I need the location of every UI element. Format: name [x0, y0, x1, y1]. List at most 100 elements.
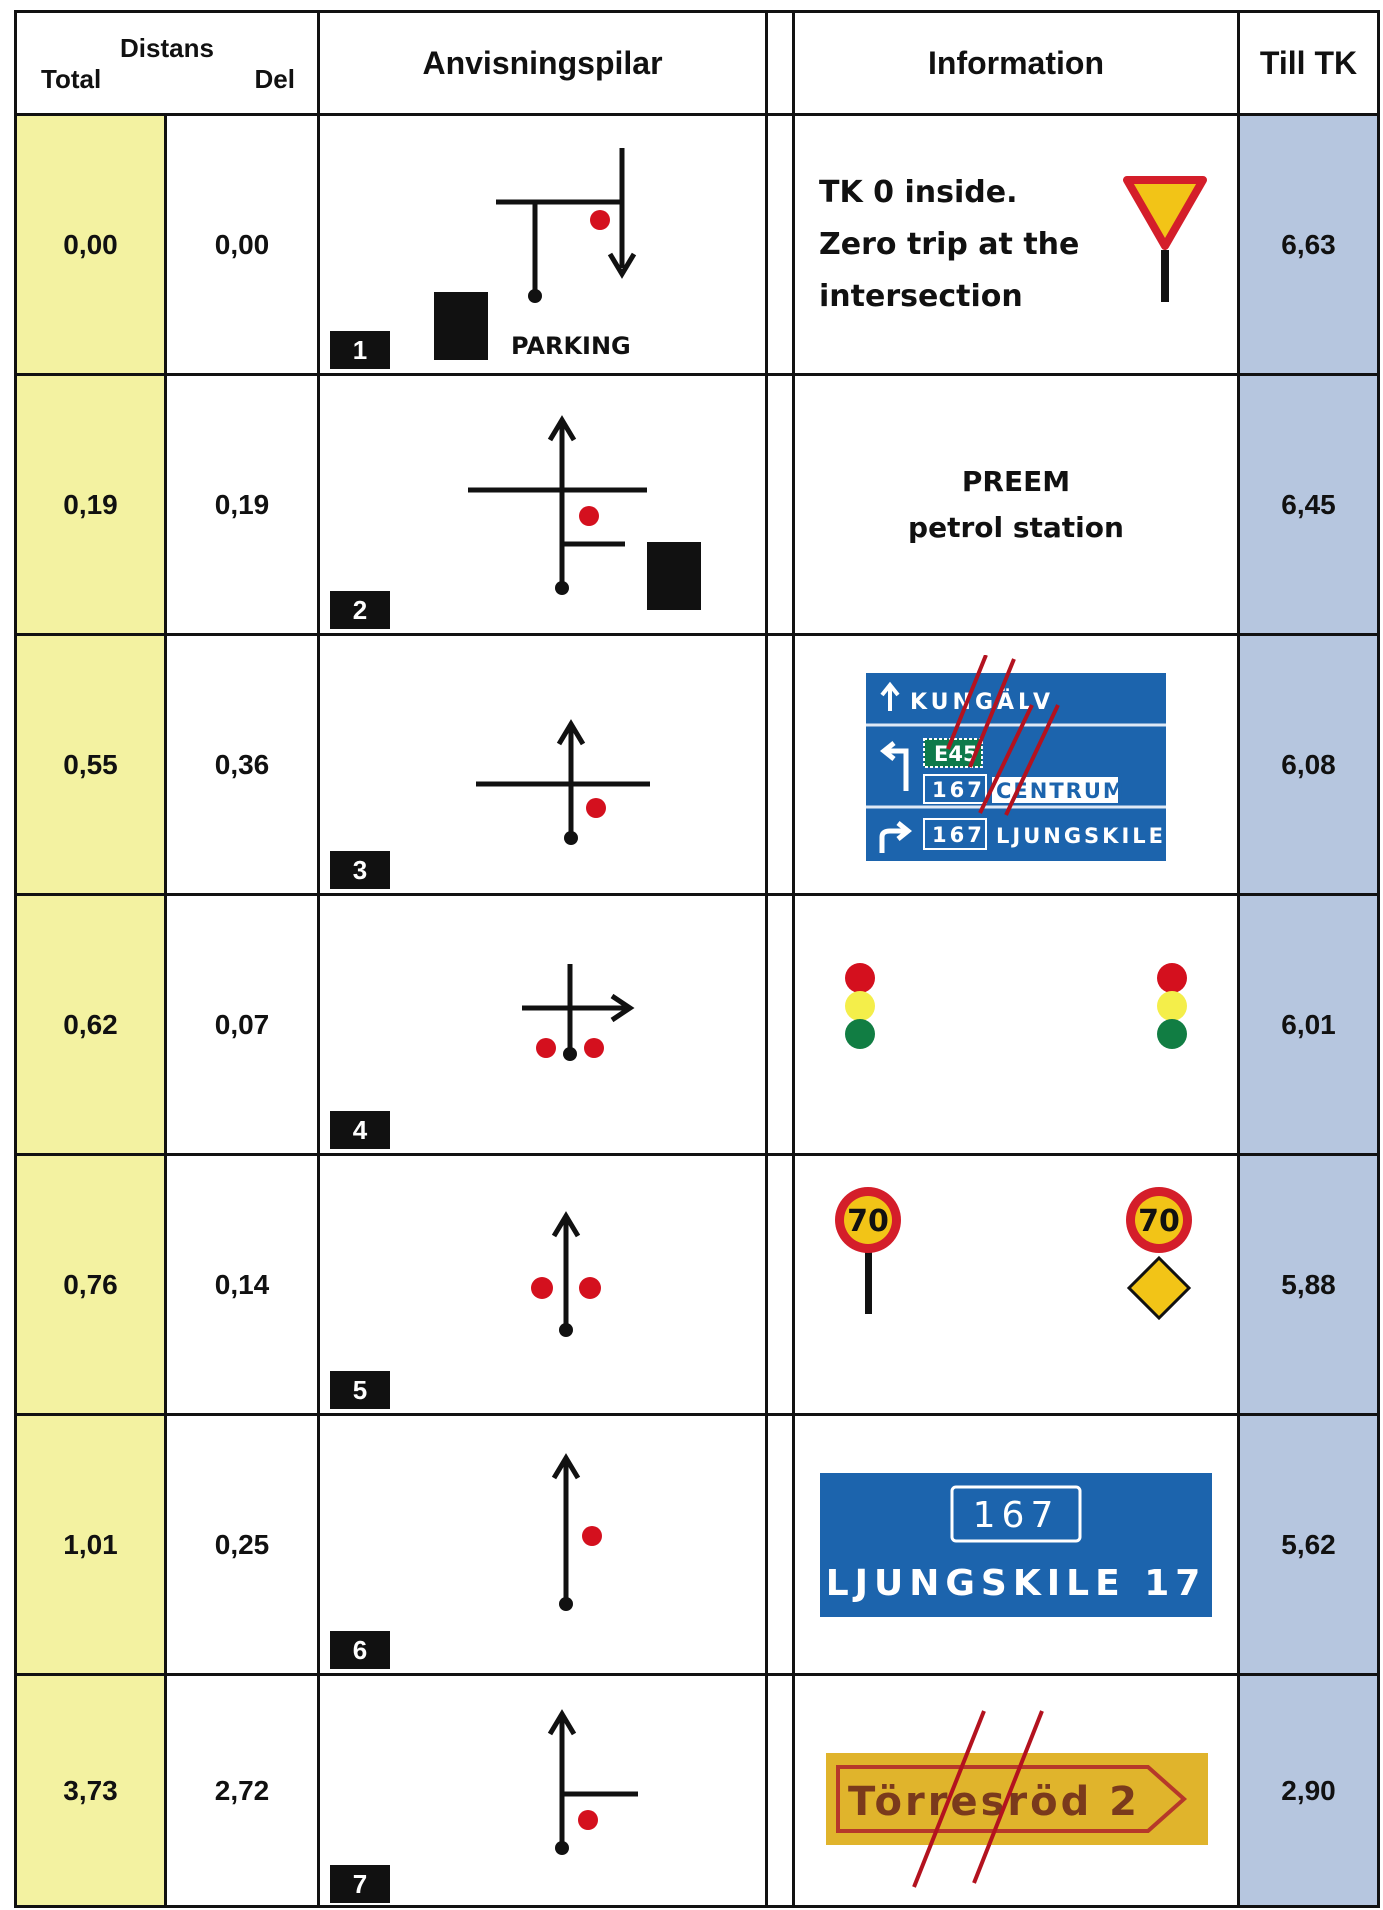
header-distans-label: Distans: [120, 33, 214, 63]
distance-to-tk: 5,88: [1240, 1156, 1377, 1413]
info-cell: TK 0 inside. Zero trip at the intersecti…: [795, 116, 1237, 373]
sign-torresrod: Törresröd 2: [826, 1709, 1208, 1888]
step-number-cell: 1: [320, 116, 394, 373]
table-row: 0,76 0,14 5 70: [17, 1156, 1377, 1413]
info-line: TK 0 inside.: [819, 174, 1018, 210]
sign-ljungskile: LJUNGSKILE: [996, 824, 1166, 848]
tulip-diagram-3: [476, 719, 650, 845]
step-number: 1: [330, 331, 390, 369]
table-row: 0,62 0,07 4 6,01: [17, 896, 1377, 1153]
segment-distance: 0,00: [214, 228, 270, 260]
speed-limit-value: 70: [1138, 1204, 1180, 1239]
header-distans: Distans Total Del: [17, 13, 317, 113]
speed-limit-value: 70: [847, 1204, 889, 1239]
header-anvisningspilar: Anvisningspilar: [422, 44, 663, 81]
segment-distance: 0,19: [214, 488, 270, 520]
step-number-cell: 2: [320, 376, 394, 633]
speed-limit-sign-icon: 70: [835, 1187, 901, 1314]
total-distance: 0,55: [17, 636, 164, 893]
row-divider: [17, 1153, 1377, 1156]
row-divider: [17, 1673, 1377, 1676]
table-row: 0,55 0,36 3 KUNGÄLV E45: [17, 636, 1377, 893]
direction-diagram: [394, 376, 765, 633]
tulip-diagram-6: [551, 1453, 602, 1611]
sign-167: 167: [932, 778, 985, 802]
segment-distance: 0,07: [214, 1008, 270, 1040]
table-row: 0,19 0,19 2 PREEM petrol station 6,45: [17, 376, 1377, 633]
step-number: 5: [330, 1371, 390, 1409]
step-number: 2: [330, 591, 390, 629]
distance-to-tk: 6,08: [1240, 636, 1377, 893]
total-distance: 0,76: [17, 1156, 164, 1413]
traffic-lights-icon: [845, 963, 1187, 1049]
total-distance: 0,19: [17, 376, 164, 633]
column-divider: [792, 13, 795, 1905]
direction-sign-kungalv: KUNGÄLV E45 167 CENTRUM 167 LJUNGSKILE: [866, 654, 1166, 861]
distance-to-tk: 5,62: [1240, 1416, 1377, 1673]
info-cell: [795, 896, 1237, 1153]
distance-to-tk: 6,45: [1240, 376, 1377, 633]
tulip-diagram-4: [522, 964, 635, 1061]
parking-label: PARKING: [511, 332, 631, 360]
info-line: Zero trip at the: [819, 226, 1080, 262]
info-cell: PREEM petrol station: [795, 376, 1237, 633]
route-destination: LJUNGSKILE 17: [826, 1563, 1207, 1604]
step-number-cell: 3: [320, 636, 394, 893]
sign-destination: Törresröd 2: [848, 1779, 1140, 1825]
info-cell: Törresröd 2: [795, 1676, 1237, 1905]
total-distance: 0,62: [17, 896, 164, 1153]
distance-to-tk: 6,01: [1240, 896, 1377, 1153]
segment-distance: 2,72: [214, 1774, 270, 1806]
speed-limit-signs: 70 70: [835, 1187, 1192, 1321]
distance-to-tk: 2,90: [1240, 1676, 1377, 1905]
total-distance: 1,01: [17, 1416, 164, 1673]
table-row: 0,00 0,00 1 PARKING TK 0 inside. Zero tr…: [17, 116, 1377, 373]
direction-diagram: [394, 636, 765, 893]
header-total-label: Total: [41, 64, 102, 94]
speed-limit-priority-sign-icon: 70: [1126, 1187, 1192, 1321]
total-distance: 0,00: [17, 116, 164, 373]
distance-to-tk: 6,63: [1240, 116, 1377, 373]
sign-167b: 167: [932, 823, 985, 847]
column-divider: [1237, 13, 1240, 1905]
header-del-label: Del: [254, 64, 295, 94]
step-number-cell: 6: [320, 1416, 394, 1673]
row-divider: [17, 113, 1377, 116]
row-divider: [17, 373, 1377, 376]
step-number: 3: [330, 851, 390, 889]
info-text: TK 0 inside. Zero trip at the intersecti…: [819, 167, 1079, 323]
step-number: 7: [330, 1865, 390, 1903]
direction-diagram: PARKING: [394, 116, 765, 373]
step-number-cell: 7: [320, 1676, 394, 1905]
direction-diagram: [394, 896, 765, 1153]
segment-distance: 0,25: [214, 1528, 270, 1560]
step-number: 4: [330, 1111, 390, 1149]
row-divider: [17, 1413, 1377, 1416]
step-number-cell: 5: [320, 1156, 394, 1413]
tulip-diagram-5: [531, 1211, 601, 1337]
total-distance: 3,73: [17, 1676, 164, 1905]
tulip-diagram-7: [547, 1709, 638, 1855]
row-divider: [17, 893, 1377, 896]
header-till-tk: Till TK: [1259, 44, 1358, 81]
info-line: intersection: [819, 278, 1023, 314]
info-cell: KUNGÄLV E45 167 CENTRUM 167 LJUNGSKILE: [795, 636, 1237, 893]
direction-diagram: [394, 1416, 765, 1673]
info-line: petrol station: [908, 510, 1124, 544]
column-divider: [765, 13, 768, 1905]
info-cell: 167 LJUNGSKILE 17: [795, 1416, 1237, 1673]
info-cell: 70 70: [795, 1156, 1237, 1413]
column-divider: [317, 13, 320, 1905]
tulip-diagram-1: PARKING: [434, 148, 637, 360]
step-number-cell: 4: [320, 896, 394, 1153]
direction-diagram: [394, 1156, 765, 1413]
sign-kungalv: KUNGÄLV: [910, 689, 1054, 715]
segment-distance: 0,36: [214, 748, 270, 780]
step-number: 6: [330, 1631, 390, 1669]
row-divider: [17, 633, 1377, 636]
tulip-diagram-2: [468, 415, 701, 610]
route-sign-ljungskile: 167 LJUNGSKILE 17: [820, 1472, 1212, 1617]
route-table: Distans Total Del Anvisningspilar Inform…: [14, 10, 1380, 1908]
header-information: Information: [928, 44, 1104, 81]
segment-distance: 0,14: [214, 1268, 270, 1300]
